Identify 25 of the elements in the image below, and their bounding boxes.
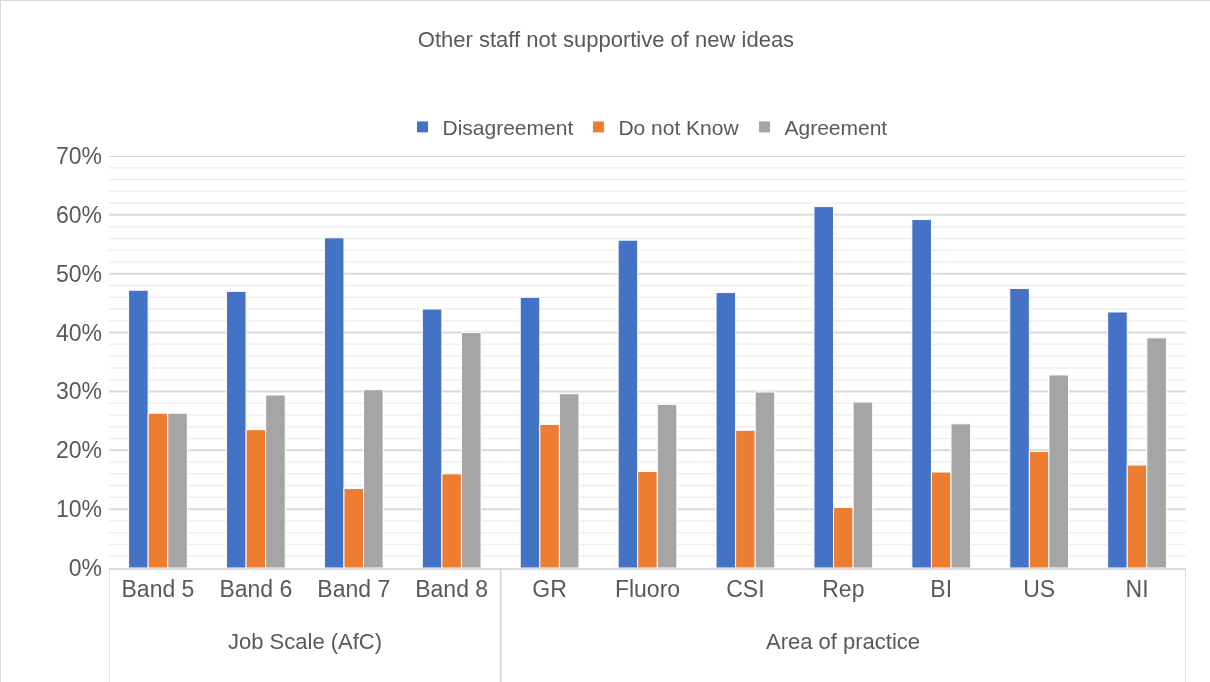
y-tick-label: 10%	[55, 496, 102, 523]
y-tick-label: 20%	[55, 437, 102, 464]
x-tick-label: Band 6	[219, 576, 293, 603]
y-tick-label: 50%	[55, 260, 102, 287]
x-tick-label: GR	[532, 576, 567, 603]
y-tick-label: 70%	[55, 143, 102, 170]
legend-label: Do not Know	[618, 116, 740, 140]
x-tick-label: BI	[930, 576, 953, 603]
text: Area of practice	[766, 629, 921, 654]
y-tick-label: 40%	[55, 319, 102, 346]
legend-label: Disagreement	[442, 116, 574, 140]
x-tick-label: Rep	[822, 576, 865, 603]
x-tick-label: Fluoro	[614, 576, 681, 603]
text: Job Scale (AfC)	[228, 629, 383, 654]
x-tick-label: NI	[1125, 576, 1149, 603]
legend-label: Agreement	[784, 116, 888, 140]
y-tick-label: 0%	[68, 555, 102, 582]
chart-title: Other staff not supportive of new ideas	[417, 27, 795, 53]
x-tick-label: Band 8	[415, 576, 489, 603]
y-tick-label: 60%	[55, 201, 102, 228]
x-tick-label: Band 5	[121, 576, 195, 603]
y-tick-label: 30%	[55, 378, 102, 405]
x-tick-label: CSI	[726, 576, 765, 603]
x-tick-label: US	[1023, 576, 1056, 603]
x-tick-label: Band 7	[317, 576, 391, 603]
